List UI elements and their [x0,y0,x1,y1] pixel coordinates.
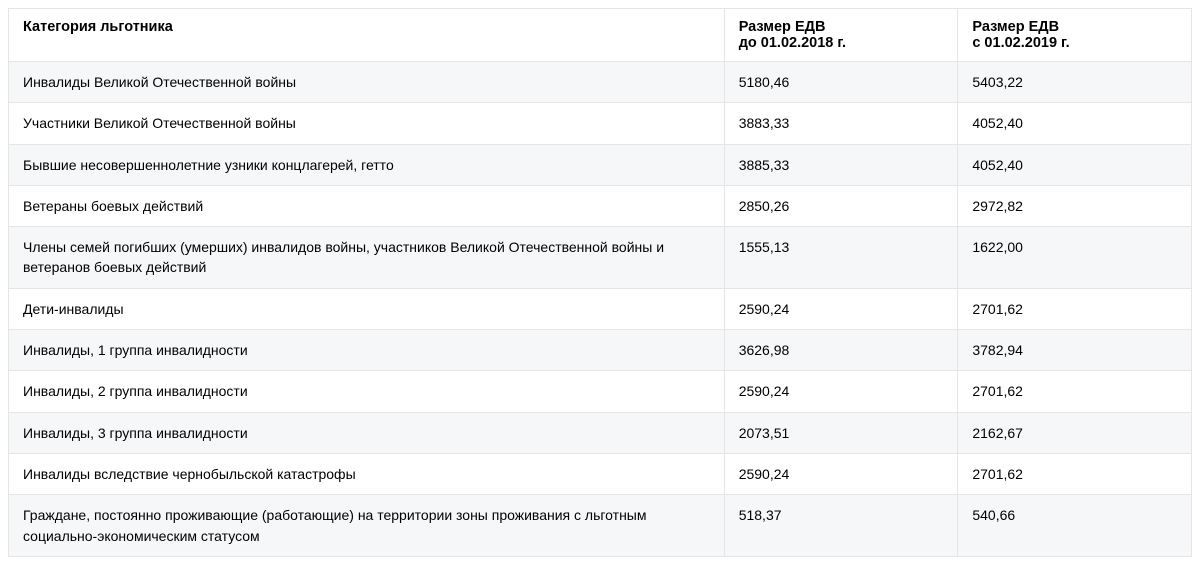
cell-v2: 4052,40 [958,103,1192,144]
header-line1: Размер ЕДВ [972,19,1059,35]
table-header: Категория льготникаРазмер ЕДВдо 01.02.20… [9,9,1192,62]
header-line1: Размер ЕДВ [739,19,826,35]
table-row: Дети-инвалиды2590,242701,62 [9,288,1192,329]
table-row: Инвалиды Великой Отечественной войны5180… [9,62,1192,103]
cell-category: Ветераны боевых действий [9,185,725,226]
table-body: Инвалиды Великой Отечественной войны5180… [9,62,1192,557]
table-row: Участники Великой Отечественной войны388… [9,103,1192,144]
cell-v1: 518,37 [724,495,958,557]
header-line1: Категория льготника [23,19,173,35]
table-row: Члены семей погибших (умерших) инвалидов… [9,227,1192,289]
cell-category: Инвалиды, 2 группа инвалидности [9,371,725,412]
cell-v2: 3782,94 [958,330,1192,371]
cell-category: Дети-инвалиды [9,288,725,329]
header-line2: до 01.02.2018 г. [739,35,944,51]
cell-category: Граждане, постоянно проживающие (работаю… [9,495,725,557]
cell-v1: 2850,26 [724,185,958,226]
cell-v2: 4052,40 [958,144,1192,185]
benefits-table: Категория льготникаРазмер ЕДВдо 01.02.20… [8,8,1192,557]
cell-category: Инвалиды Великой Отечественной войны [9,62,725,103]
cell-v1: 2590,24 [724,453,958,494]
cell-v1: 5180,46 [724,62,958,103]
cell-v1: 2590,24 [724,371,958,412]
table-row: Инвалиды, 1 группа инвалидности3626,9837… [9,330,1192,371]
cell-v1: 3626,98 [724,330,958,371]
table-row: Граждане, постоянно проживающие (работаю… [9,495,1192,557]
cell-v2: 2701,62 [958,288,1192,329]
column-header-v2: Размер ЕДВс 01.02.2019 г. [958,9,1192,62]
cell-v1: 2073,51 [724,412,958,453]
cell-v2: 2701,62 [958,371,1192,412]
cell-category: Инвалиды, 3 группа инвалидности [9,412,725,453]
cell-v2: 2162,67 [958,412,1192,453]
cell-v1: 1555,13 [724,227,958,289]
cell-category: Бывшие несовершеннолетние узники концлаг… [9,144,725,185]
table-row: Инвалиды, 3 группа инвалидности2073,5121… [9,412,1192,453]
cell-category: Инвалиды, 1 группа инвалидности [9,330,725,371]
cell-v1: 2590,24 [724,288,958,329]
cell-category: Инвалиды вследствие чернобыльской катаст… [9,453,725,494]
cell-v2: 540,66 [958,495,1192,557]
cell-category: Участники Великой Отечественной войны [9,103,725,144]
cell-v1: 3885,33 [724,144,958,185]
cell-v2: 2972,82 [958,185,1192,226]
cell-v2: 5403,22 [958,62,1192,103]
table-row: Инвалиды, 2 группа инвалидности2590,2427… [9,371,1192,412]
header-line2: с 01.02.2019 г. [972,35,1177,51]
column-header-category: Категория льготника [9,9,725,62]
table-row: Ветераны боевых действий2850,262972,82 [9,185,1192,226]
cell-v1: 3883,33 [724,103,958,144]
cell-category: Члены семей погибших (умерших) инвалидов… [9,227,725,289]
cell-v2: 1622,00 [958,227,1192,289]
table-row: Бывшие несовершеннолетние узники концлаг… [9,144,1192,185]
column-header-v1: Размер ЕДВдо 01.02.2018 г. [724,9,958,62]
cell-v2: 2701,62 [958,453,1192,494]
table-row: Инвалиды вследствие чернобыльской катаст… [9,453,1192,494]
